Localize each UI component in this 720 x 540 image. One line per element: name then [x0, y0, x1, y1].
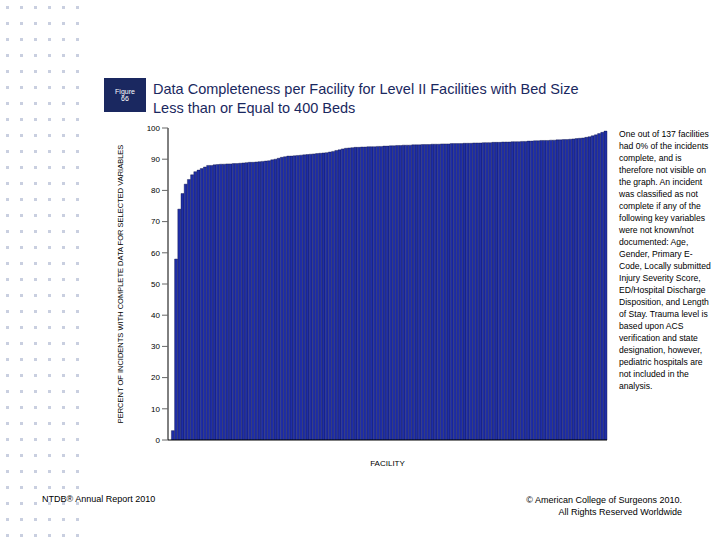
html-text:Figure 66: Figure 66 [115, 88, 135, 102]
svg-text:PERCENT OF INCIDENTS WITH COMP: PERCENT OF INCIDENTS WITH COMPLETE DATA … [116, 145, 125, 424]
svg-text:FACILITY: FACILITY [370, 459, 405, 468]
svg-text:80: 80 [151, 186, 160, 195]
html-text:One out of 137 facilities had: One out of 137 facilities had 0% of the … [619, 129, 711, 391]
svg-text:10: 10 [151, 405, 160, 414]
svg-text:70: 70 [151, 217, 160, 226]
svg-text:40: 40 [151, 311, 160, 320]
html-text:NTDB® Annual Report 2010: NTDB® Annual Report 2010 [42, 494, 156, 504]
svg-text:0: 0 [156, 436, 161, 445]
svg-text:90: 90 [151, 155, 160, 164]
html-text:Data Completeness per Facility: Data Completeness per Facility for Level… [153, 81, 579, 116]
svg-text:20: 20 [151, 373, 160, 382]
svg-text:50: 50 [151, 280, 160, 289]
html-text:© American College of Surgeons: © American College of Surgeons 2010. All… [526, 495, 682, 517]
svg-text:30: 30 [151, 342, 160, 351]
svg-text:60: 60 [151, 249, 160, 258]
svg-text:100: 100 [147, 124, 161, 133]
